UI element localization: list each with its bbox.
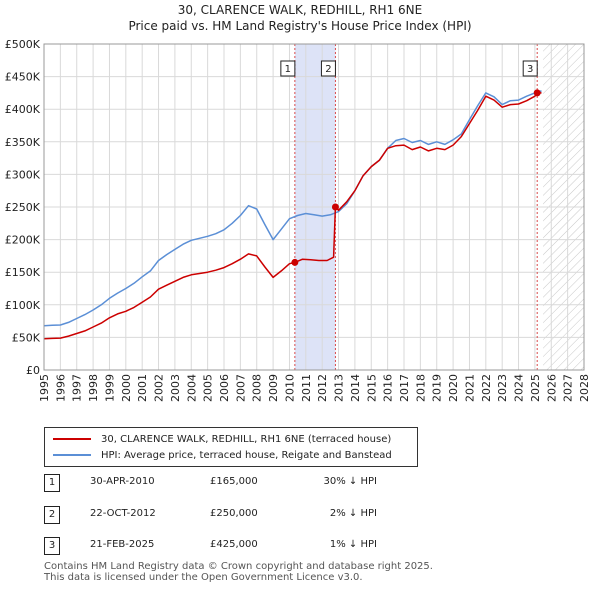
chart-title-address: 30, CLARENCE WALK, REDHILL, RH1 6NE [177,3,423,17]
transaction-price: £425,000 [210,539,258,550]
x-tick-label: 2010 [283,374,296,402]
sale-point-3 [533,89,541,97]
y-tick-label: £400K [5,103,41,116]
marker-box-3 [522,60,538,77]
y-tick-label: £200K [5,234,41,247]
transaction-date: 30-APR-2010 [90,476,155,487]
transaction-date: 21-FEB-2025 [90,539,155,550]
x-tick-label: 2013 [333,374,346,402]
marker-box-2 [320,60,336,77]
x-tick-label: 2012 [316,374,329,402]
x-tick-label: 2005 [202,374,215,402]
chart-title-subtitle: Price paid vs. HM Land Registry's House … [128,19,472,33]
x-tick-label: 2027 [562,374,575,402]
x-tick-label: 2018 [414,374,427,402]
transaction-number-badge: 1 [44,474,60,492]
x-tick-label: 2022 [480,374,493,402]
y-tick-label: £300K [5,168,41,181]
sale-point-1 [291,258,299,266]
x-tick-label: 1997 [71,374,84,402]
transaction-price: £250,000 [210,508,258,519]
y-tick-label: £100K [5,299,41,312]
transaction-price: £165,000 [210,476,258,487]
y-tick-label: £250K [5,201,41,214]
x-tick-label: 2003 [169,374,182,402]
legend-label-hpi: HPI: Average price, terraced house, Reig… [101,449,392,461]
plot-border [43,43,585,371]
x-tick-label: 1998 [87,374,100,402]
x-tick-label: 2025 [529,374,542,402]
marker-box-1 [280,60,296,77]
transaction-date: 22-OCT-2012 [90,508,156,519]
x-tick-label: 2006 [218,374,231,402]
transaction-hpi-diff: 30% ↓ HPI [323,476,377,487]
x-tick-label: 2015 [365,374,378,402]
marker-label-1: 1 [285,64,291,75]
sale-point-2 [331,203,339,211]
x-tick-label: 2009 [267,374,280,402]
x-tick-label: 2024 [513,374,526,402]
x-tick-label: 2020 [447,374,460,402]
chart-legend: 30, CLARENCE WALK, REDHILL, RH1 6NE (ter… [44,427,418,467]
legend-item-hpi: HPI: Average price, terraced house, Reig… [53,448,392,462]
x-tick-label: 2001 [136,374,149,402]
x-tick-label: 2026 [545,374,558,402]
marker-label-2: 2 [325,64,331,75]
series-line-property [43,92,542,340]
x-tick-label: 1996 [54,374,67,402]
x-tick-label: 2023 [496,374,509,402]
y-tick-label: £150K [5,266,41,279]
x-tick-label: 2004 [185,374,198,402]
x-tick-label: 2008 [251,374,264,402]
y-tick-label: £450K [5,71,41,84]
x-tick-label: 2007 [234,374,247,402]
footer-line-copyright: Contains HM Land Registry data © Crown c… [44,561,433,572]
transaction-hpi-diff: 1% ↓ HPI [329,539,377,550]
y-tick-label: £500K [5,38,41,51]
legend-swatch-hpi [53,454,91,456]
transaction-hpi-diff: 2% ↓ HPI [329,508,377,519]
x-tick-label: 1995 [38,374,51,402]
legend-swatch-property [53,438,91,440]
price-chart: 1 2 3 £0 £50K £100K £150K £200K £250K £300K £350K… [5,38,591,402]
marker-label-3: 3 [527,64,533,75]
x-tick-label: 2019 [431,374,444,402]
series-line-hpi [43,90,542,327]
footer-attribution: Contains HM Land Registry data © Crown c… [44,561,433,583]
legend-item-property: 30, CLARENCE WALK, REDHILL, RH1 6NE (ter… [53,432,391,446]
legend-label-property: 30, CLARENCE WALK, REDHILL, RH1 6NE (ter… [101,433,392,445]
footer-line-licence: This data is licensed under the Open Gov… [44,572,363,583]
y-tick-label: £0 [26,364,40,377]
x-tick-label: 2000 [120,374,133,402]
x-tick-label: 2021 [463,374,476,402]
x-tick-label: 1999 [103,374,116,402]
x-tick-label: 2002 [153,374,166,402]
x-tick-label: 2016 [382,374,395,402]
x-tick-label: 2014 [349,374,362,402]
transaction-number-badge: 2 [44,506,60,524]
x-tick-label: 2011 [300,374,313,402]
y-tick-label: £350K [5,136,41,149]
transaction-number-badge: 3 [44,537,60,555]
x-tick-label: 2028 [578,374,591,402]
x-tick-label: 2017 [398,374,411,402]
y-tick-label: £50K [12,331,41,344]
